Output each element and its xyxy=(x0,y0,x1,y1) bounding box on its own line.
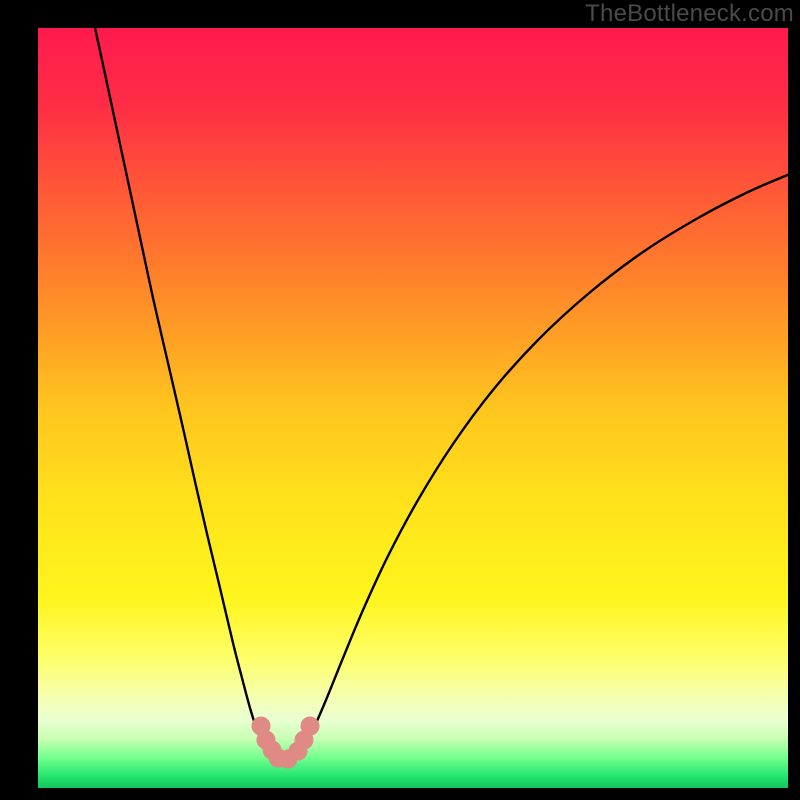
figure-frame: TheBottleneck.com xyxy=(0,0,800,800)
watermark-text: TheBottleneck.com xyxy=(585,0,794,28)
plot-area xyxy=(38,28,788,788)
gradient-background xyxy=(38,28,788,788)
plot-svg xyxy=(38,28,788,788)
curve-marker xyxy=(301,717,319,735)
